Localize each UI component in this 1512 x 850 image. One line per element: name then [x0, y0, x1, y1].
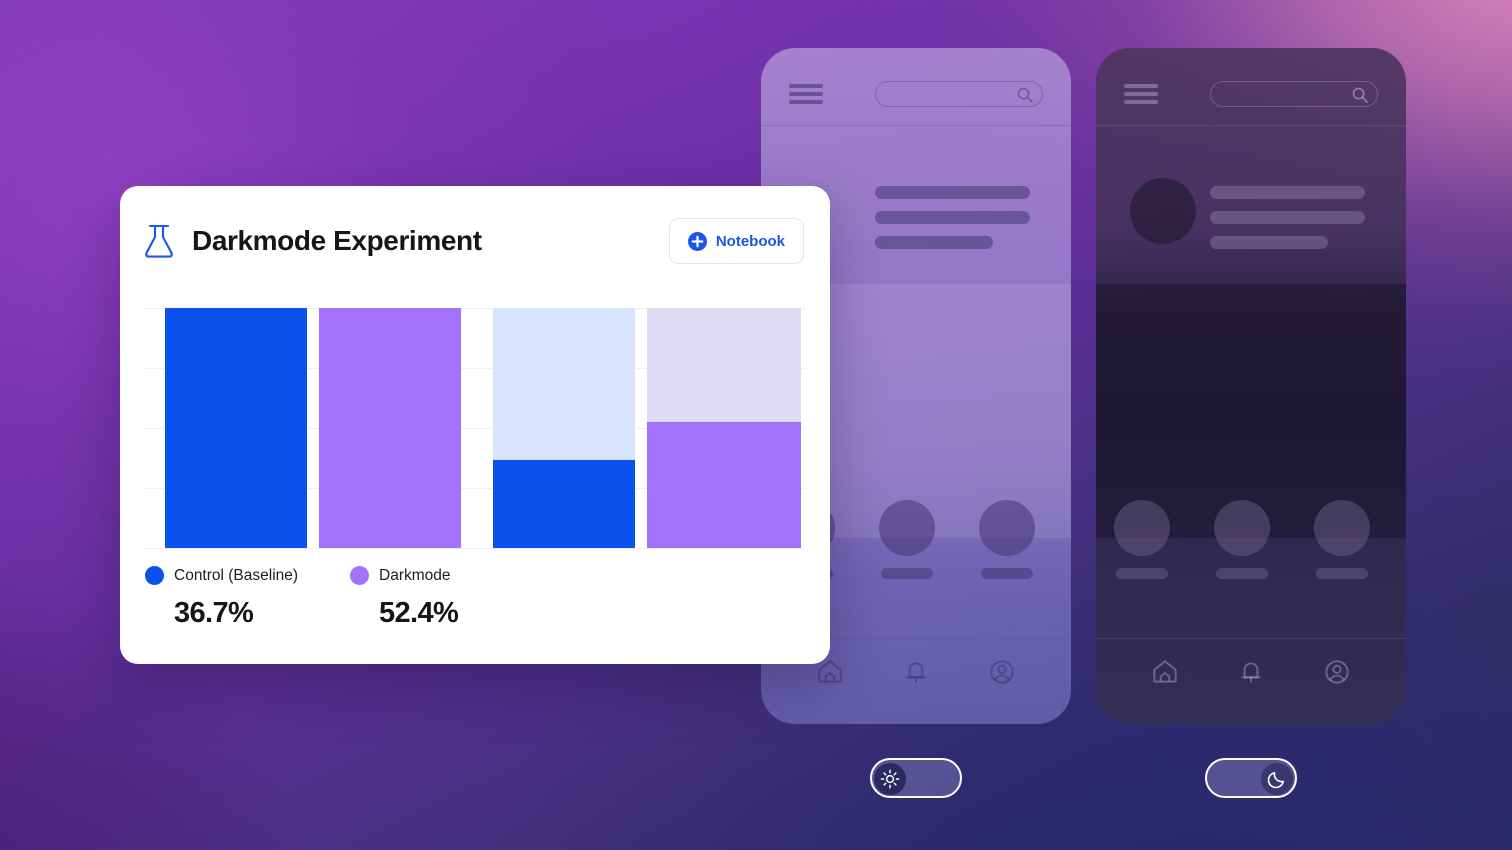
profile-icon[interactable] [987, 657, 1017, 687]
legend-item-label: Darkmode [379, 566, 451, 584]
bar-segment-value [493, 459, 635, 548]
legend-item-header: Control (Baseline) [145, 566, 335, 585]
light-mode-toggle[interactable] [870, 758, 962, 798]
phone-light-bottom-nav [761, 638, 1071, 724]
hamburger-icon[interactable] [1124, 84, 1158, 104]
gridline [145, 308, 805, 309]
toggle-knob [874, 763, 906, 795]
card-thumbnail [879, 500, 935, 556]
card-thumbnail [1314, 500, 1370, 556]
search-icon [1017, 87, 1033, 103]
sun-icon [880, 769, 900, 789]
legend-item-label: Control (Baseline) [174, 566, 299, 584]
phone-dark-topbar [1096, 48, 1406, 126]
phone-dark-bottom-nav [1096, 638, 1406, 724]
chart-legend: Control (Baseline) 36.7% Darkmode 52.4% [145, 566, 540, 630]
legend-item-header: Darkmode [350, 566, 540, 585]
flask-icon [145, 224, 173, 258]
card-caption [981, 568, 1033, 579]
bar-segment-remainder [493, 308, 635, 460]
legend-color-dot [350, 566, 369, 585]
gridline [145, 368, 805, 369]
bar-darkmode-rate[interactable] [647, 308, 801, 548]
avatar [1130, 178, 1196, 244]
profile-icon[interactable] [1322, 657, 1352, 687]
text-line [1210, 186, 1365, 199]
moon-icon [1267, 772, 1284, 789]
notebook-button-label: Notebook [715, 232, 785, 250]
phone-light-topbar [761, 48, 1071, 126]
bar-segment-value [319, 308, 461, 548]
bar-chart [145, 308, 805, 549]
gridline [145, 488, 805, 489]
toggle-knob [1261, 763, 1293, 795]
home-icon[interactable] [1150, 657, 1180, 687]
notebook-button[interactable]: Notebook [668, 218, 804, 264]
legend-item: Control (Baseline) 36.7% [145, 566, 335, 630]
phone-mockup-dark [1096, 48, 1406, 724]
text-line [875, 236, 993, 249]
bar-segment-value [165, 308, 307, 548]
card-header: Darkmode Experiment Notebook [120, 186, 830, 296]
search-icon [1352, 87, 1368, 103]
legend-color-dot [145, 566, 164, 585]
card-thumbnail [979, 500, 1035, 556]
legend-item-value: 52.4% [379, 597, 459, 629]
card-caption [1216, 568, 1268, 579]
search-input[interactable] [875, 81, 1043, 107]
dark-mode-toggle[interactable] [1205, 758, 1297, 798]
chart-gridlines [145, 308, 805, 549]
card-thumbnail [1114, 500, 1170, 556]
bell-icon[interactable] [1236, 657, 1266, 687]
gridline [145, 548, 805, 549]
plus-circle-icon [687, 231, 707, 251]
card-thumbnail [1214, 500, 1270, 556]
legend-item: Darkmode 52.4% [350, 566, 540, 630]
card-caption [881, 568, 933, 579]
bell-icon[interactable] [901, 657, 931, 687]
home-icon[interactable] [815, 657, 845, 687]
bar-darkmode-full[interactable] [319, 308, 461, 548]
card-caption [1316, 568, 1368, 579]
text-line [875, 186, 1030, 199]
page-title: Darkmode Experiment [192, 225, 482, 256]
chart-plot-area [145, 308, 805, 548]
hamburger-icon[interactable] [789, 84, 823, 104]
card-caption [1116, 568, 1168, 579]
legend-item-value: 36.7% [174, 597, 254, 629]
bar-control-full[interactable] [165, 308, 307, 548]
content-panel [1096, 284, 1406, 538]
text-line [1210, 236, 1328, 249]
gridline [145, 428, 805, 429]
text-line [875, 211, 1030, 224]
bar-segment-value [647, 422, 801, 548]
text-line [1210, 211, 1365, 224]
bar-control-rate[interactable] [493, 308, 635, 548]
search-input[interactable] [1210, 81, 1378, 107]
bar-segment-remainder [647, 308, 801, 423]
experiment-card: Darkmode Experiment Notebook Control (Ba… [120, 186, 830, 664]
